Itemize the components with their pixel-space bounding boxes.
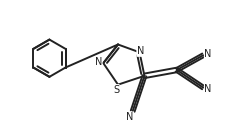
Text: S: S — [113, 85, 119, 95]
Text: N: N — [137, 46, 144, 56]
Text: N: N — [204, 49, 212, 59]
Text: N: N — [204, 84, 212, 94]
Text: N: N — [126, 112, 133, 122]
Text: N: N — [95, 57, 102, 67]
